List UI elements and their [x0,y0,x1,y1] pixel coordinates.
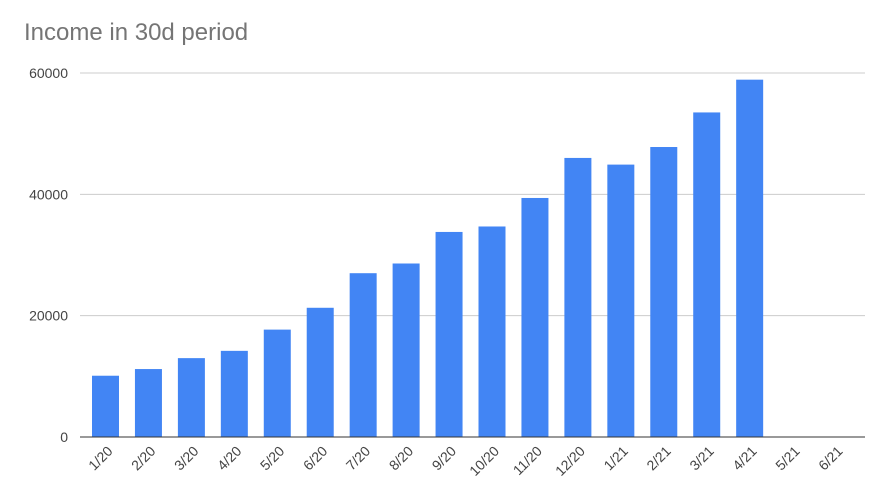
gridlines [80,72,865,317]
y-axis-ticks: 0 20000 40000 60000 [29,65,68,445]
x-tick-label: 2/21 [643,443,674,474]
x-tick-label: 1/20 [85,443,116,474]
y-tick-label: 60000 [29,65,68,81]
x-tick-label: 11/20 [510,443,546,479]
x-tick-label: 9/20 [429,443,460,474]
x-tick-label: 12/20 [552,443,588,479]
x-tick-label: 10/20 [466,443,502,479]
bar [134,369,162,437]
bar [92,375,119,437]
x-tick-label: 6/20 [300,443,331,474]
bar [263,329,291,437]
x-tick-label: 3/20 [171,443,202,474]
x-tick-label: 7/20 [343,443,374,474]
bar [306,307,334,437]
chart-title: Income in 30d period [24,19,248,46]
bar [435,231,463,437]
bar [607,164,635,437]
bar [693,112,721,437]
y-tick-label: 20000 [29,308,68,324]
bar [177,358,205,437]
y-tick-label: 0 [60,429,68,445]
x-tick-label: 4/21 [729,443,760,474]
bar [478,226,506,437]
x-tick-label: 1/21 [600,443,631,474]
bar [650,147,678,437]
bar [564,157,592,437]
y-tick-label: 40000 [29,186,68,202]
x-tick-label: 8/20 [386,443,417,474]
x-tick-label: 6/21 [815,443,846,474]
bar [220,350,248,437]
x-tick-label: 2/20 [128,443,159,474]
bar [349,273,377,437]
x-axis-ticks: 1/20 2/20 3/20 4/20 5/20 6/20 7/20 8/20 9/20 10/2… [85,443,846,479]
x-tick-label: 5/21 [772,443,803,474]
bar [392,263,420,437]
bar [521,197,549,437]
x-tick-label: 3/21 [686,443,717,474]
x-tick-label: 4/20 [214,443,245,474]
x-tick-label: 5/20 [257,443,288,474]
bars [92,79,764,437]
bar [736,79,764,437]
